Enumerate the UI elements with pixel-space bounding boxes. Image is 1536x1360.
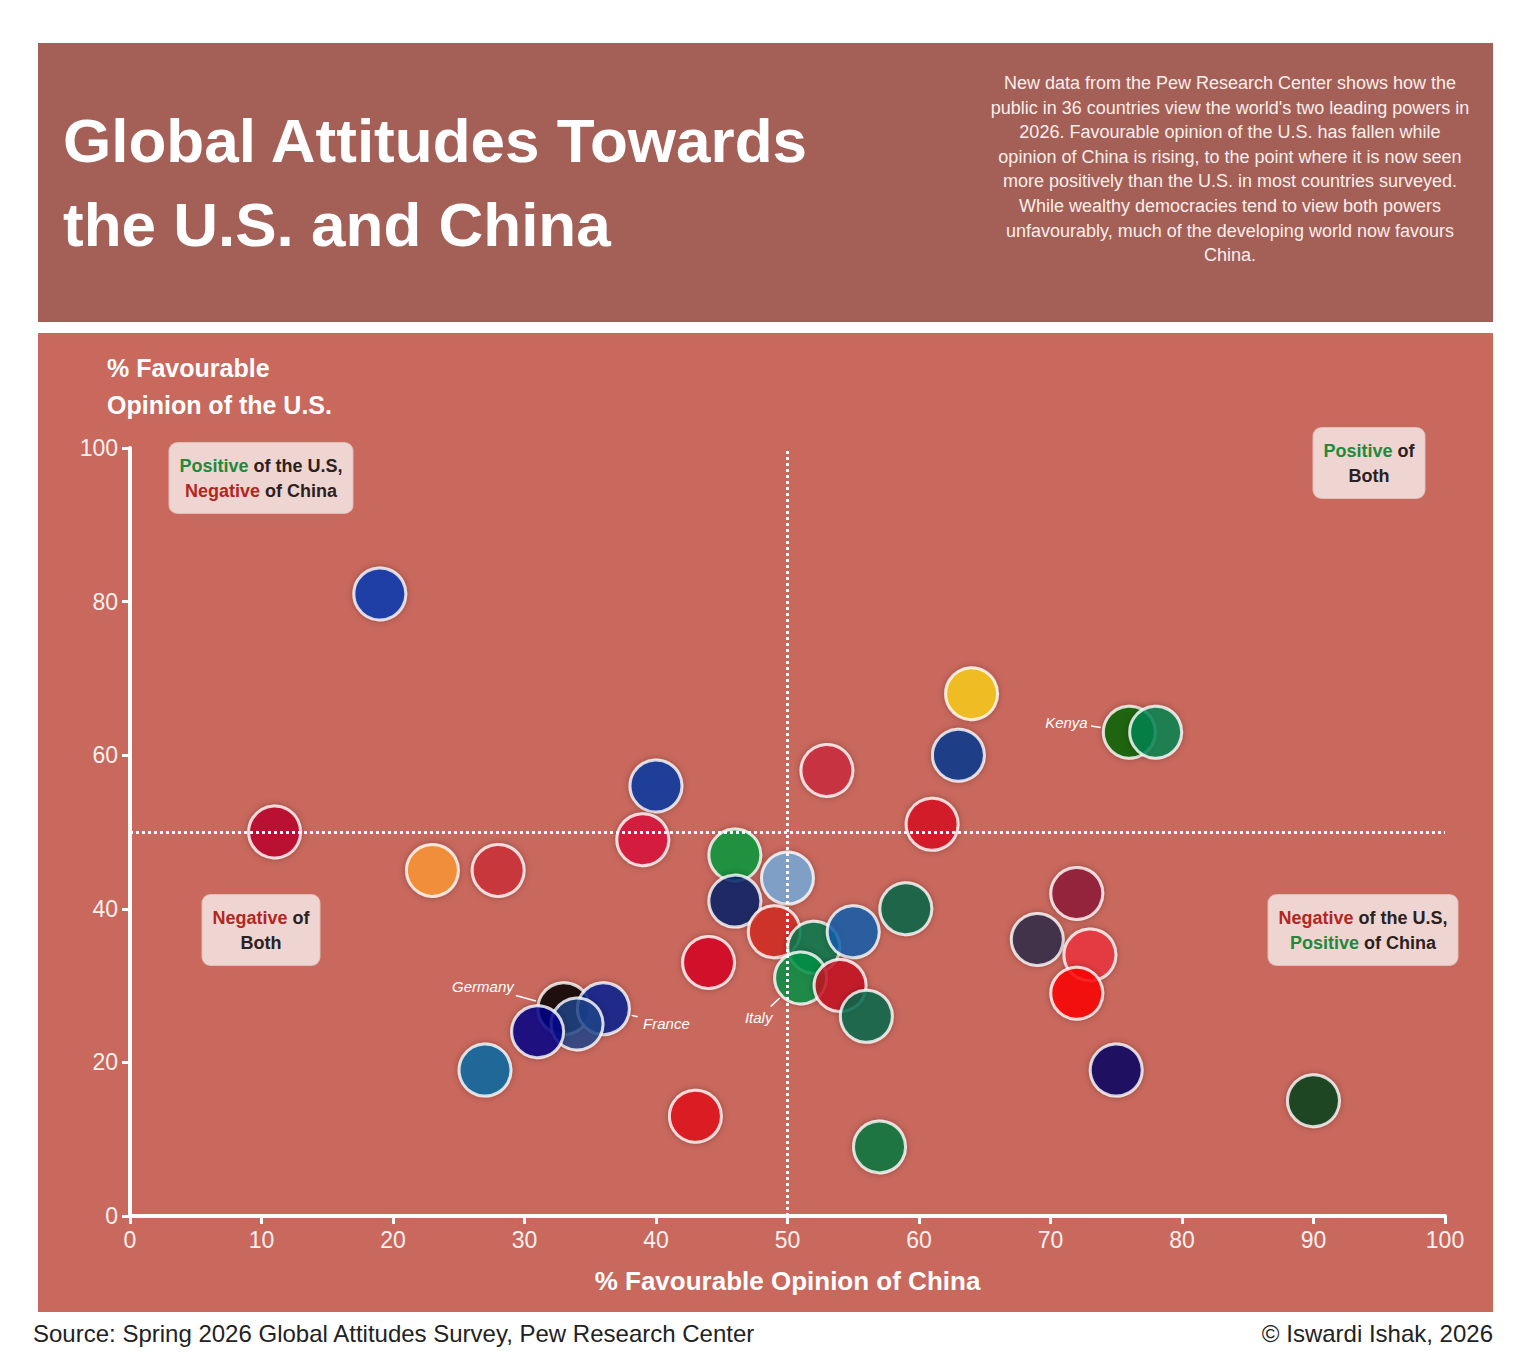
svg-text:20: 20 — [380, 1227, 406, 1253]
svg-text:Negative: Negative — [212, 908, 287, 928]
html-text:Global Attitudes Towards the U: Global Attitudes Towards the U.S. and Ch… — [63, 106, 807, 259]
svg-text:of China: of China — [260, 481, 338, 501]
svg-text:of: of — [1393, 441, 1416, 461]
svg-text:Kenya: Kenya — [1045, 714, 1088, 731]
svg-text:% Favourable: % Favourable — [107, 354, 270, 382]
svg-text:30: 30 — [512, 1227, 538, 1253]
svg-text:0: 0 — [105, 1203, 118, 1229]
svg-text:Negative: Negative — [1278, 908, 1353, 928]
svg-text:Positive: Positive — [1323, 441, 1392, 461]
svg-text:20: 20 — [92, 1049, 118, 1075]
svg-text:Both: Both — [1349, 466, 1390, 486]
svg-text:50: 50 — [775, 1227, 801, 1253]
html-text:© Iswardi Ishak, 2026: © Iswardi Ishak, 2026 — [1261, 1320, 1493, 1347]
svg-text:Positive: Positive — [179, 456, 248, 476]
svg-text:Italy: Italy — [745, 1009, 774, 1026]
svg-text:Germany: Germany — [452, 978, 515, 995]
svg-text:Positive: Positive — [1290, 933, 1359, 953]
svg-text:40: 40 — [92, 896, 118, 922]
svg-text:Negative: Negative — [185, 481, 260, 501]
svg-text:60: 60 — [906, 1227, 932, 1253]
svg-text:100: 100 — [1426, 1227, 1464, 1253]
svg-text:10: 10 — [249, 1227, 275, 1253]
svg-text:of China: of China — [1359, 933, 1437, 953]
svg-text:60: 60 — [92, 742, 118, 768]
svg-text:% Favourable Opinion of China: % Favourable Opinion of China — [595, 1266, 981, 1296]
html-text:New data from the Pew Research: New data from the Pew Research Center sh… — [990, 73, 1470, 266]
svg-text:France: France — [643, 1015, 690, 1032]
svg-text:100: 100 — [80, 435, 118, 461]
svg-text:of the U.S,: of the U.S, — [1354, 908, 1448, 928]
svg-text:Both: Both — [241, 933, 282, 953]
svg-text:of: of — [288, 908, 311, 928]
svg-text:80: 80 — [92, 589, 118, 615]
svg-text:90: 90 — [1301, 1227, 1327, 1253]
svg-text:Opinion of the U.S.: Opinion of the U.S. — [107, 391, 332, 419]
svg-text:80: 80 — [1169, 1227, 1195, 1253]
html-text:Source: Spring 2026 Global Att: Source: Spring 2026 Global Attitudes Sur… — [33, 1320, 755, 1347]
svg-text:40: 40 — [643, 1227, 669, 1253]
svg-text:0: 0 — [124, 1227, 137, 1253]
svg-text:70: 70 — [1038, 1227, 1064, 1253]
svg-text:of the U.S,: of the U.S, — [249, 456, 343, 476]
